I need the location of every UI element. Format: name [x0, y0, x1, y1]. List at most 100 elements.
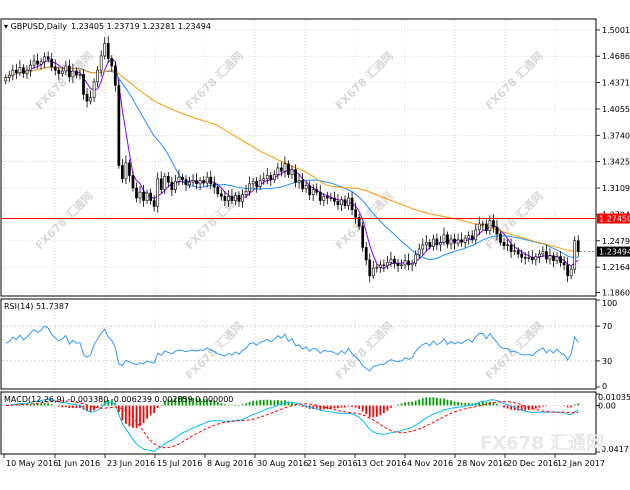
candle-body: [364, 247, 368, 261]
candle-body: [442, 234, 446, 243]
candle-body: [371, 267, 375, 277]
candle-body: [410, 262, 414, 266]
candle-body: [354, 209, 357, 218]
candle-body: [89, 97, 92, 102]
candle-body: [428, 242, 432, 247]
candle-body: [559, 256, 562, 263]
price-tick-label: 1.46865: [602, 52, 630, 61]
candle-body: [463, 237, 467, 243]
candle-body: [29, 64, 32, 71]
candle-body: [566, 264, 569, 277]
candle-body: [216, 186, 220, 195]
macd-signal-line: [5, 400, 579, 449]
candle-body: [534, 256, 538, 261]
date-tick-label: 21 Sep 2016: [307, 459, 358, 468]
candle-body: [78, 74, 82, 76]
candle-body: [431, 238, 435, 247]
candle-body: [552, 255, 555, 262]
candle-body: [188, 181, 191, 185]
candle-body: [357, 216, 361, 227]
candle-body: [407, 260, 410, 266]
date-tick-label: 23 Jun 2016: [107, 459, 155, 468]
rsi-tick-label: 100: [602, 299, 617, 308]
candle-body: [7, 74, 11, 78]
price-tick-label: 1.24790: [602, 237, 630, 246]
candle-body: [152, 200, 156, 207]
rsi-indicator: [2, 325, 595, 372]
candle-body: [149, 192, 153, 201]
candle-body: [378, 264, 382, 268]
candle-body: [417, 248, 421, 256]
candle-body: [64, 65, 68, 72]
candle-body: [318, 191, 322, 201]
candle-body: [403, 260, 407, 266]
candle-body: [265, 175, 269, 180]
date-tick-label: 1 Jun 2016: [57, 459, 100, 468]
candle-body: [576, 240, 580, 252]
candle-body: [460, 239, 463, 243]
candle-body: [516, 250, 520, 255]
date-tick-label: 28 Nov 2016: [457, 459, 508, 468]
candle-body: [520, 253, 524, 258]
candle-body: [329, 197, 333, 200]
candle-body: [276, 167, 280, 175]
candle-body: [389, 258, 393, 263]
candle-body: [513, 250, 516, 252]
candle-body: [569, 268, 573, 277]
candle-body: [474, 229, 478, 241]
date-tick-label: 13 Oct 2016: [357, 459, 406, 468]
candle-body: [502, 242, 506, 246]
candle-body: [340, 199, 343, 206]
candle-body: [350, 197, 354, 211]
candle-body: [287, 163, 290, 175]
candle-body: [393, 258, 396, 264]
candle-body: [46, 56, 50, 60]
candle-body: [368, 259, 372, 277]
date-tick-label: 8 Aug 2016: [207, 459, 253, 468]
candle-body: [386, 262, 389, 267]
candle-body: [484, 223, 488, 231]
price-tick-label: 1.37405: [602, 131, 630, 140]
candlesticks: [4, 36, 580, 283]
candle-body: [255, 181, 259, 187]
current-price-label: 1.23494: [599, 248, 630, 257]
candle-body: [297, 180, 301, 183]
candle-body: [509, 244, 513, 252]
rsi-label: RSI(14) 51.7387: [4, 302, 69, 311]
candle-body: [11, 69, 15, 76]
candle-body: [453, 238, 456, 244]
candle-body: [177, 176, 181, 182]
candle-body: [96, 69, 100, 83]
date-tick-label: 12 Jan 2017: [557, 459, 605, 468]
candle-body: [145, 192, 149, 201]
candle-body: [71, 70, 75, 78]
candle-body: [92, 81, 96, 99]
price-tick-label: 1.40555: [602, 105, 630, 114]
dropdown-arrow-icon[interactable]: ▾: [4, 22, 11, 31]
candle-body: [272, 174, 276, 180]
date-tick-label: 10 May 2016: [6, 459, 58, 468]
candle-body: [481, 223, 485, 226]
candle-body: [530, 257, 534, 261]
price-tick-label: 1.21640: [602, 263, 630, 272]
candle-body: [163, 176, 167, 190]
candle-body: [527, 257, 531, 259]
macd-main-line: [5, 398, 579, 452]
price-axis: 1.50010 1.46865 1.43710 1.40555 1.37405 1.342…: [596, 26, 630, 297]
candle-body: [541, 251, 545, 255]
price-tick-label: 1.18600: [602, 288, 630, 297]
rsi-tick-label: 70: [602, 322, 612, 331]
candle-body: [492, 220, 495, 228]
candle-body: [223, 196, 227, 201]
candle-body: [456, 239, 460, 244]
candle-body: [499, 233, 502, 243]
candle-body: [57, 69, 61, 74]
candle-body: [234, 195, 237, 201]
candle-body: [124, 162, 128, 180]
candle-body: [166, 176, 170, 183]
candle-body: [258, 180, 262, 187]
candle-body: [198, 180, 202, 185]
candle-body: [110, 58, 114, 67]
price-tick-label: 1.50010: [602, 26, 630, 35]
candle-body: [15, 69, 18, 73]
